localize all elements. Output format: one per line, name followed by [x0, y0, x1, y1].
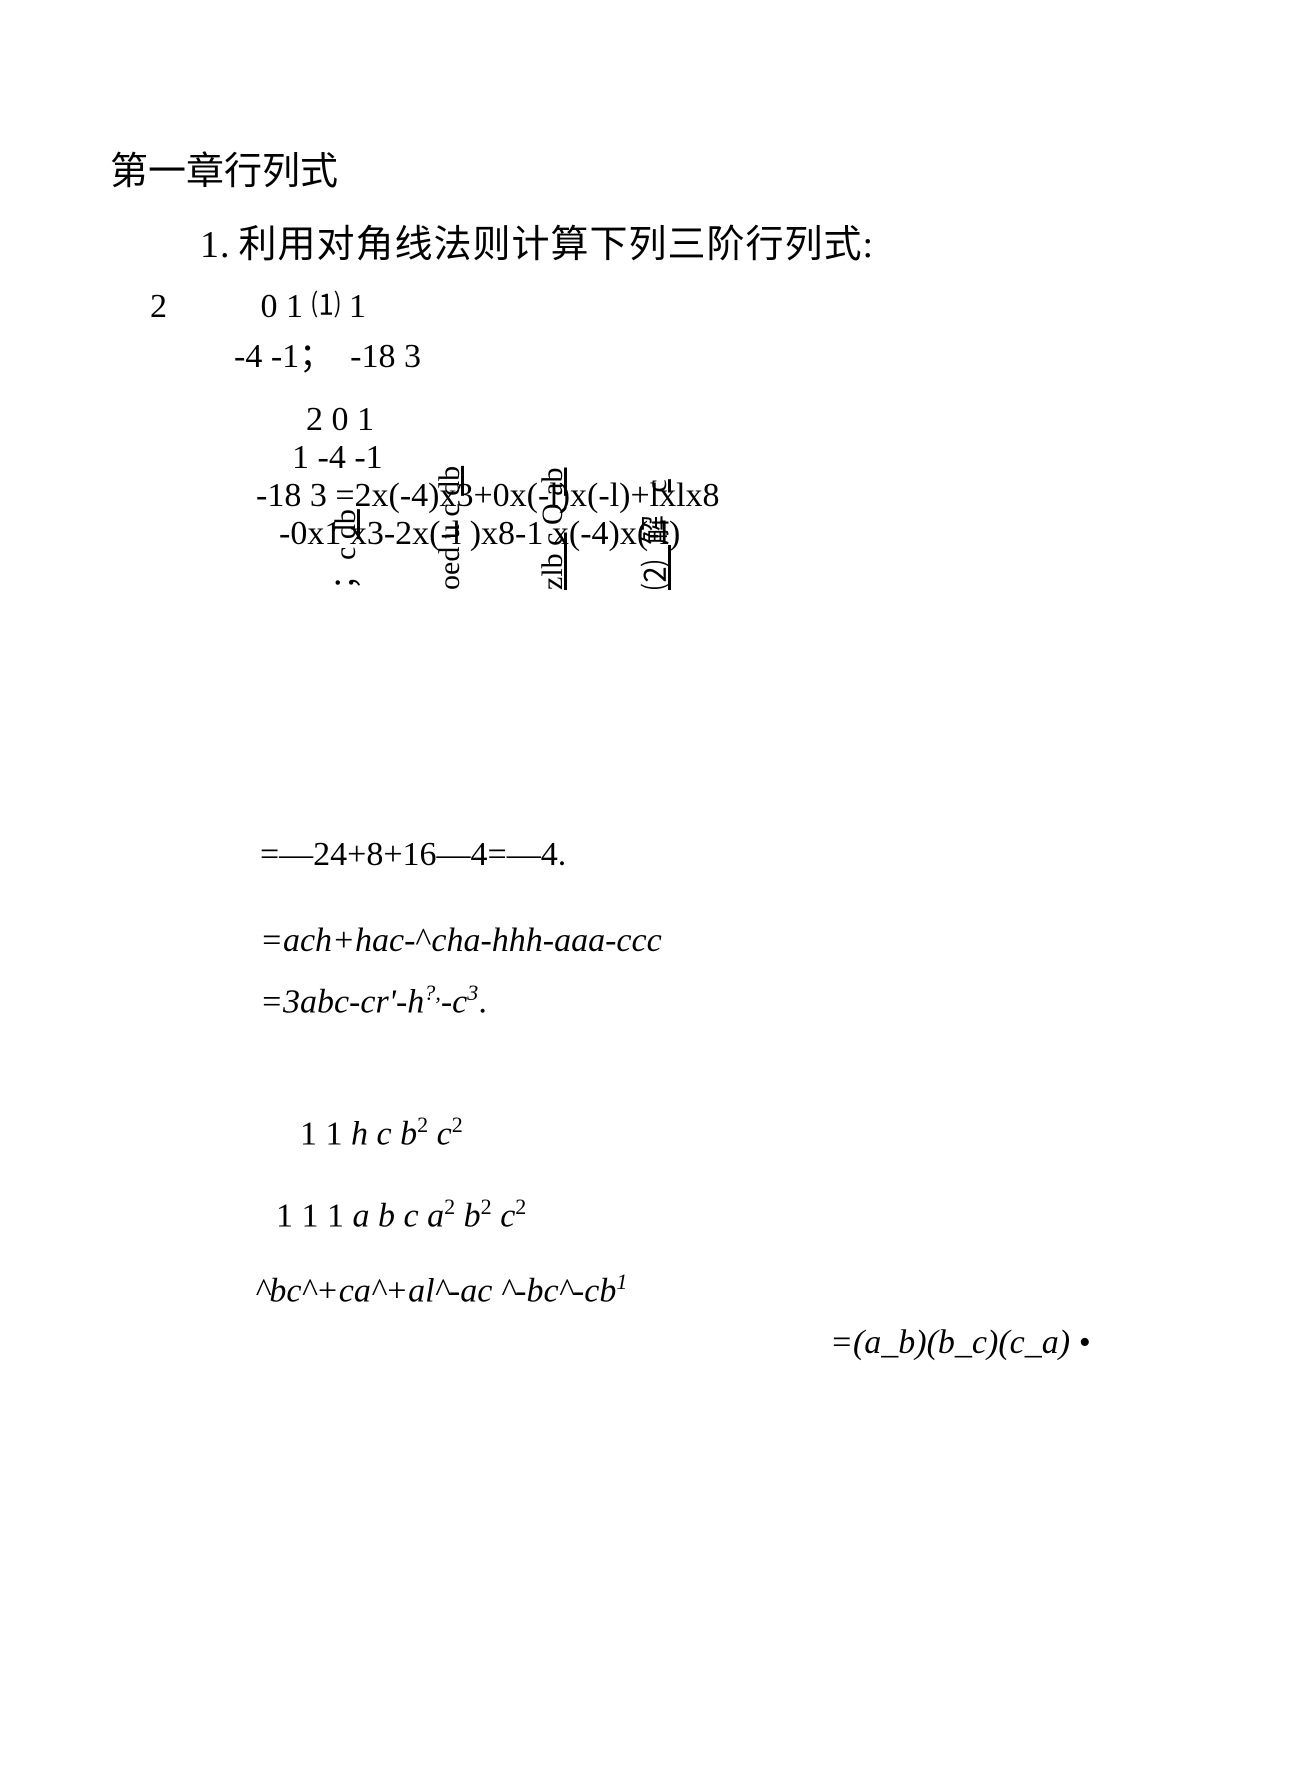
line-9: =3abc-cr'-h?,-c3.: [260, 980, 487, 1021]
problem-intro: 1.利用对角线法则计算下列三阶行列式:: [200, 213, 1194, 268]
line-10: 1 1 h c b2 c2: [300, 1112, 463, 1153]
line-3: 2 0 1: [306, 401, 1194, 439]
problem-text: 利用对角线法则计算下列三阶行列式:: [239, 224, 875, 266]
line-7: =—24+8+16—4=—4.: [260, 836, 566, 874]
line-1: 2 0 1 ⑴ 1: [150, 282, 1194, 326]
rotated-block: ；c db oed u c db zlb c Q ab ⑵ 解 c: [260, 466, 709, 590]
line-11: 1 1 1 a b c a2 b2 c2: [276, 1194, 526, 1235]
line-13: =(a_b)(b_c)(c_a) •: [830, 1324, 1090, 1362]
problem-number: 1.: [200, 224, 231, 266]
line-8: =ach+hac-^cha-hhh-aaa-ccc: [260, 922, 662, 960]
line-12: ^bc^+ca^+al^-ac ^-bc^-cb1: [255, 1269, 627, 1310]
chapter-title: 第一章行列式: [110, 140, 1194, 195]
line-2: -4 -1； -18 3: [234, 328, 1194, 377]
